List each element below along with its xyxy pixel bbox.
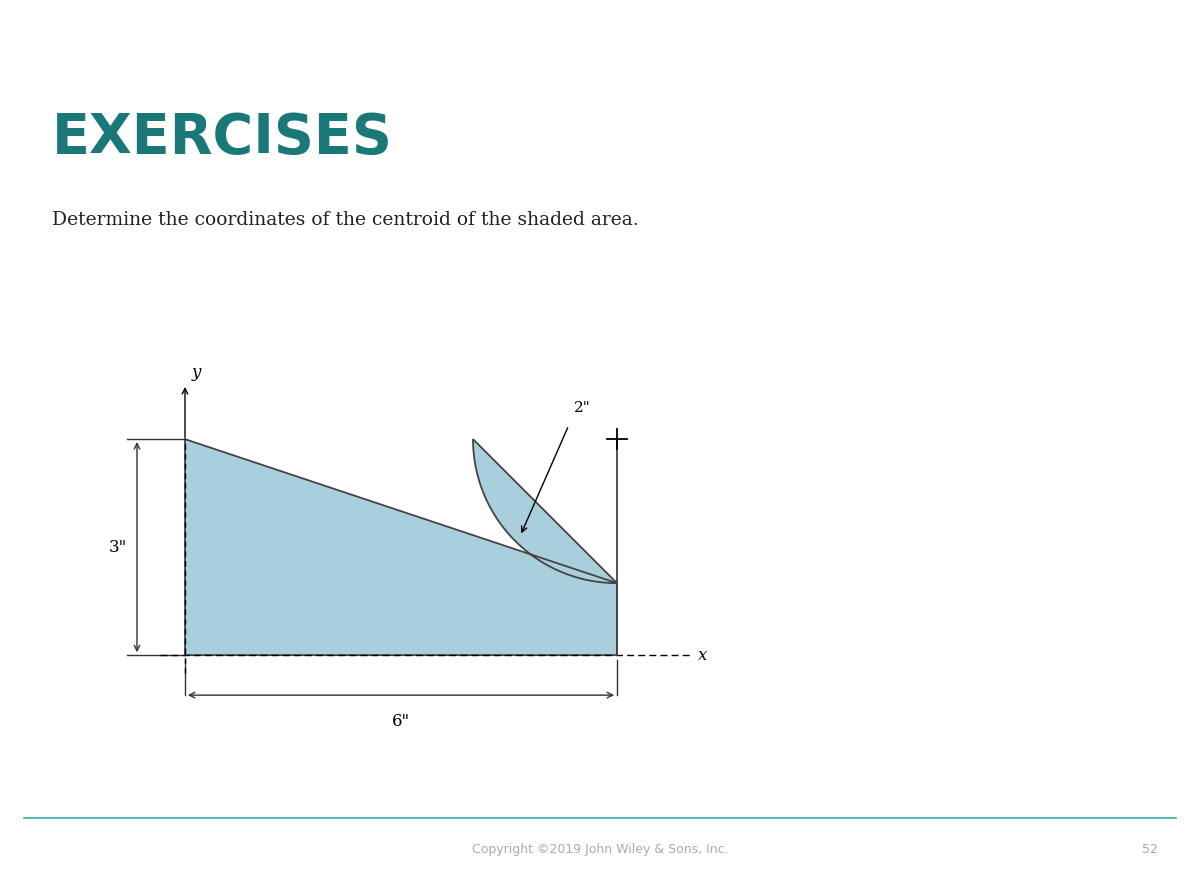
Text: EXERCISES: EXERCISES (52, 112, 392, 165)
Text: 3": 3" (109, 539, 127, 555)
Text: x: x (698, 647, 707, 663)
Polygon shape (185, 439, 617, 655)
Text: Determine the coordinates of the centroid of the shaded area.: Determine the coordinates of the centroi… (52, 211, 638, 230)
Text: 6": 6" (392, 713, 410, 730)
Text: y: y (192, 364, 202, 382)
Text: 52: 52 (1142, 842, 1158, 856)
Text: Copyright ©2019 John Wiley & Sons, Inc.: Copyright ©2019 John Wiley & Sons, Inc. (472, 842, 728, 856)
Text: 2": 2" (574, 402, 590, 416)
